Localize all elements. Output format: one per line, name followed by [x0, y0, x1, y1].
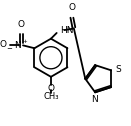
Text: O: O [18, 20, 25, 29]
Text: HN: HN [61, 26, 74, 35]
Text: O: O [47, 84, 54, 93]
Text: N: N [91, 95, 98, 104]
Text: −: − [6, 46, 12, 52]
Text: O: O [68, 3, 75, 12]
Text: N: N [14, 41, 21, 50]
Text: CH₃: CH₃ [43, 92, 59, 101]
Text: S: S [115, 65, 121, 74]
Text: +: + [22, 39, 27, 44]
Text: O: O [0, 40, 7, 49]
